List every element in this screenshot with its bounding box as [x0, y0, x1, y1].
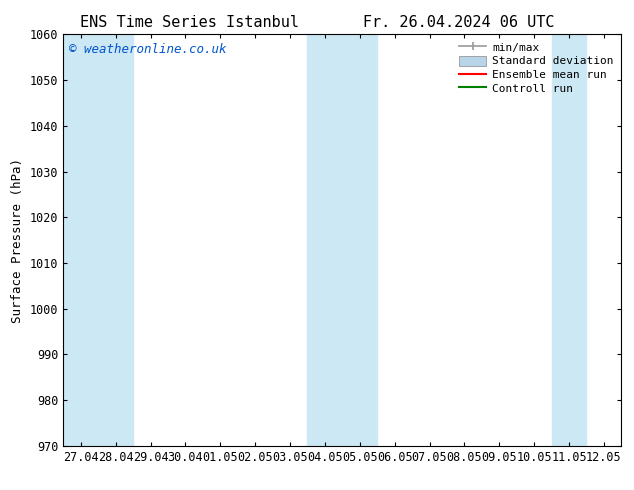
Bar	[342, 34, 377, 446]
Bar	[307, 34, 342, 446]
Bar	[63, 34, 98, 446]
Text: © weatheronline.co.uk: © weatheronline.co.uk	[69, 43, 226, 55]
Legend: min/max, Standard deviation, Ensemble mean run, Controll run: min/max, Standard deviation, Ensemble me…	[456, 40, 616, 96]
Bar	[98, 34, 133, 446]
Text: ENS Time Series Istanbul       Fr. 26.04.2024 06 UTC: ENS Time Series Istanbul Fr. 26.04.2024 …	[80, 15, 554, 30]
Y-axis label: Surface Pressure (hPa): Surface Pressure (hPa)	[11, 158, 25, 322]
Bar	[552, 34, 586, 446]
